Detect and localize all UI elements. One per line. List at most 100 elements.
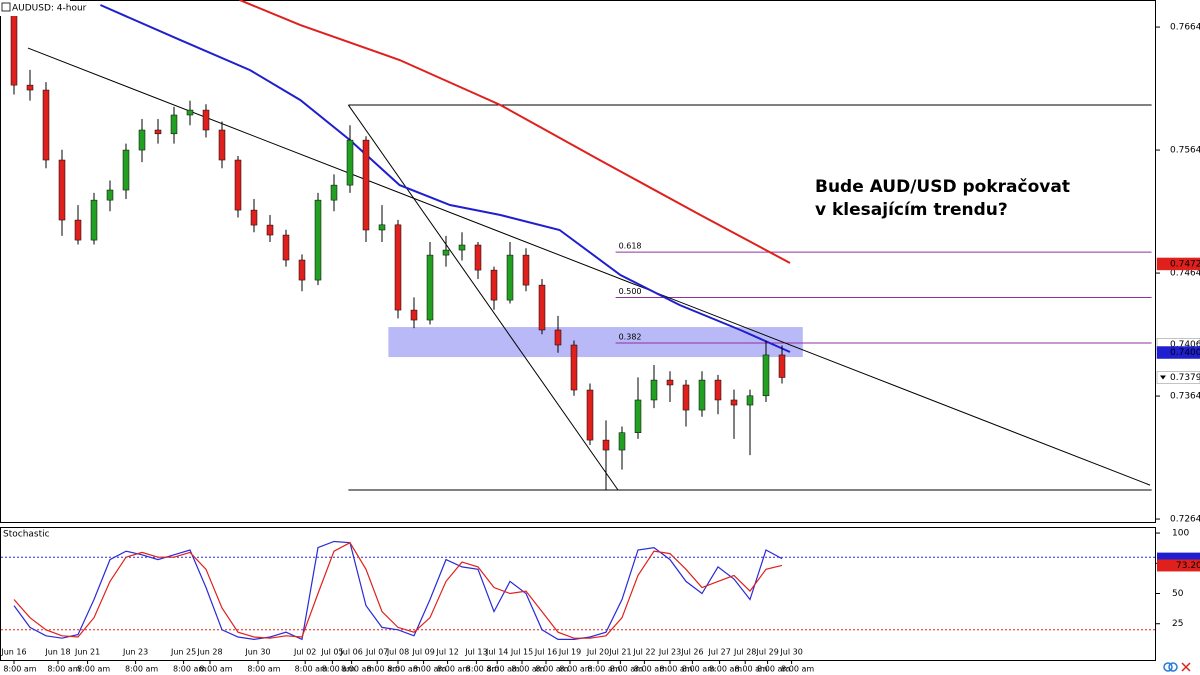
price-badge-label: 0.73799 <box>1170 373 1200 383</box>
x-tick-label: Jul 14 <box>485 648 508 657</box>
stoch-title-bg <box>1 528 41 540</box>
x-tick-label: Jul 02 <box>293 648 316 657</box>
x-tick-time: 8:00 am <box>535 665 568 674</box>
candle-body <box>298 259 306 281</box>
candle-body <box>570 344 578 391</box>
candle-body <box>74 219 82 241</box>
x-tick-time: 8:00 am <box>634 665 667 674</box>
x-tick-label: Jun 28 <box>196 648 222 657</box>
y-tick-label: 25 <box>1172 619 1183 629</box>
candle-body <box>698 379 706 411</box>
x-tick-time: 8:00 am <box>247 665 280 674</box>
trendline <box>347 104 619 491</box>
candle-body <box>426 254 434 321</box>
x-tick-label: Jul 20 <box>586 648 609 657</box>
candle-body <box>634 399 642 433</box>
x-tick-label: Jul 12 <box>435 648 458 657</box>
candle-body <box>250 209 258 226</box>
candle-body <box>234 159 242 211</box>
x-tick-label: Jun 30 <box>244 648 270 657</box>
x-tick-label: Jul 08 <box>386 648 409 657</box>
x-tick-time: 8:00 am <box>659 665 692 674</box>
moving-average <box>99 4 791 353</box>
candle-body <box>714 379 722 401</box>
stochastic-title: Stochastic <box>3 530 50 540</box>
x-tick-label: Jun 18 <box>44 648 70 657</box>
x-tick-time: 8:00 am <box>387 665 420 674</box>
candle-body <box>266 224 274 236</box>
x-tick-time: 8:00 am <box>413 665 446 674</box>
x-tick-time: 8:00 am <box>437 665 470 674</box>
y-tick-label: 0.72648 <box>1170 515 1200 525</box>
candle-body <box>650 379 658 401</box>
price-badge <box>1156 257 1200 271</box>
candle-body <box>170 114 178 135</box>
candle-body <box>490 269 498 301</box>
candle-body <box>394 224 402 311</box>
y-tick-label: 0.76648 <box>1170 23 1200 33</box>
candle-body <box>762 354 770 397</box>
x-tick-label: Jun 16 <box>0 648 26 657</box>
candle-body <box>362 139 370 231</box>
icon <box>1181 662 1191 672</box>
y-tick-label: 50 <box>1172 589 1184 599</box>
x-tick-label: Jun 25 <box>170 648 196 657</box>
x-tick-label: Jul 07 <box>365 648 388 657</box>
x-tick-time: 8:00 am <box>77 665 110 674</box>
price-badge <box>1156 346 1200 359</box>
x-tick-label: Jul 26 <box>680 648 703 657</box>
fib-label: 0.382 <box>619 332 642 341</box>
x-tick-time: 8:00 am <box>511 665 544 674</box>
candle-body <box>346 139 354 186</box>
stoch-badge <box>1157 559 1200 572</box>
x-tick-time: 8:00 am <box>3 665 36 674</box>
corner-icons <box>1163 662 1191 672</box>
candle-body <box>154 129 162 135</box>
candle-body <box>10 9 18 86</box>
y-tick-label: 100 <box>1172 529 1189 539</box>
x-tick-time: 8:00 am <box>587 665 620 674</box>
x-tick-label: Jul 29 <box>755 648 778 657</box>
candle-body <box>378 224 386 231</box>
candle-body <box>442 249 450 256</box>
x-tick-time: 8:00 am <box>173 665 206 674</box>
support-resistance-zone <box>388 327 803 358</box>
stoch-line <box>13 541 783 639</box>
candle-body <box>666 379 674 386</box>
candle-body <box>410 309 418 321</box>
price-badge-label: 0.74722 <box>1170 259 1200 269</box>
title-bg <box>0 0 70 16</box>
x-tick-time: 8:00 am <box>295 665 328 674</box>
stoch-line <box>13 540 783 641</box>
x-tick-label: Jul 22 <box>632 648 655 657</box>
x-tick-label: Jun 23 <box>122 648 148 657</box>
x-tick-label: Jul 28 <box>733 648 756 657</box>
x-tick-time: 8:00 am <box>199 665 232 674</box>
x-tick-label: Jul 13 <box>464 648 487 657</box>
candle-body <box>618 432 626 451</box>
candle-body <box>778 354 786 378</box>
icon <box>1163 662 1173 672</box>
x-tick-time: 8:00 am <box>341 665 374 674</box>
candle-body <box>58 159 66 221</box>
y-tick-label: 0.75648 <box>1170 146 1200 156</box>
candle-body <box>138 129 146 151</box>
candle-body <box>202 109 210 131</box>
candle-body <box>330 184 338 201</box>
x-tick-time: 8:00 am <box>47 665 80 674</box>
x-tick-label: Jul 23 <box>658 648 681 657</box>
candle-body <box>506 254 514 301</box>
icon <box>1168 662 1178 672</box>
y-tick-label: 0.73648 <box>1170 392 1200 402</box>
price-badge <box>1156 371 1200 384</box>
price-badge-label: 0.74002 <box>1170 348 1200 358</box>
price-badge-label: 0.74068 <box>1170 340 1200 350</box>
candle-body <box>554 329 562 346</box>
x-tick-label: Jul 05 <box>320 648 343 657</box>
x-tick-label: Jun 21 <box>74 648 100 657</box>
candle-body <box>602 439 610 451</box>
fib-label: 0.500 <box>619 287 642 296</box>
x-tick-time: 8:00 am <box>466 665 499 674</box>
